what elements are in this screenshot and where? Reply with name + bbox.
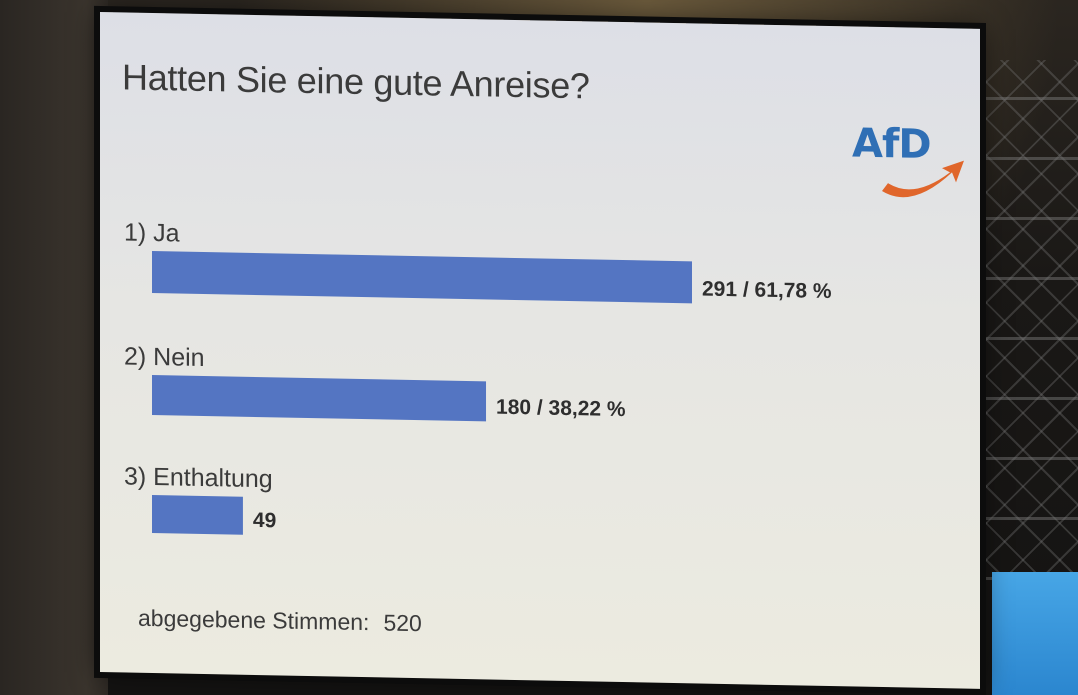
left-wall	[0, 0, 108, 695]
bar	[152, 494, 243, 535]
side-screen	[992, 572, 1078, 695]
category-label: 2) Nein	[124, 342, 205, 372]
votes-cast: abgegebene Stimmen: 520	[138, 605, 422, 637]
category-label: 1) Ja	[124, 218, 180, 247]
bar-value-label: 49	[253, 509, 276, 532]
bar-value-label: 180 / 38,22 %	[496, 396, 626, 421]
bar-value-label: 291 / 61,78 %	[702, 278, 832, 303]
category-label: 3) Enthaltung	[124, 462, 273, 493]
stage-truss	[968, 60, 1078, 580]
bar	[152, 374, 487, 422]
logo-arrow-icon	[882, 160, 964, 198]
projection-screen: Hatten Sie eine gute Anreise? AfD 1) Ja 2…	[100, 12, 980, 689]
bar	[152, 250, 692, 304]
votes-cast-value: 520	[383, 609, 422, 637]
afd-logo: AfD	[852, 120, 964, 204]
bar-chart: 1) Ja 291 / 61,78 % 2) Nein 180 / 38,22 % 3)…	[124, 218, 832, 535]
votes-cast-label: abgegebene Stimmen:	[138, 604, 370, 636]
